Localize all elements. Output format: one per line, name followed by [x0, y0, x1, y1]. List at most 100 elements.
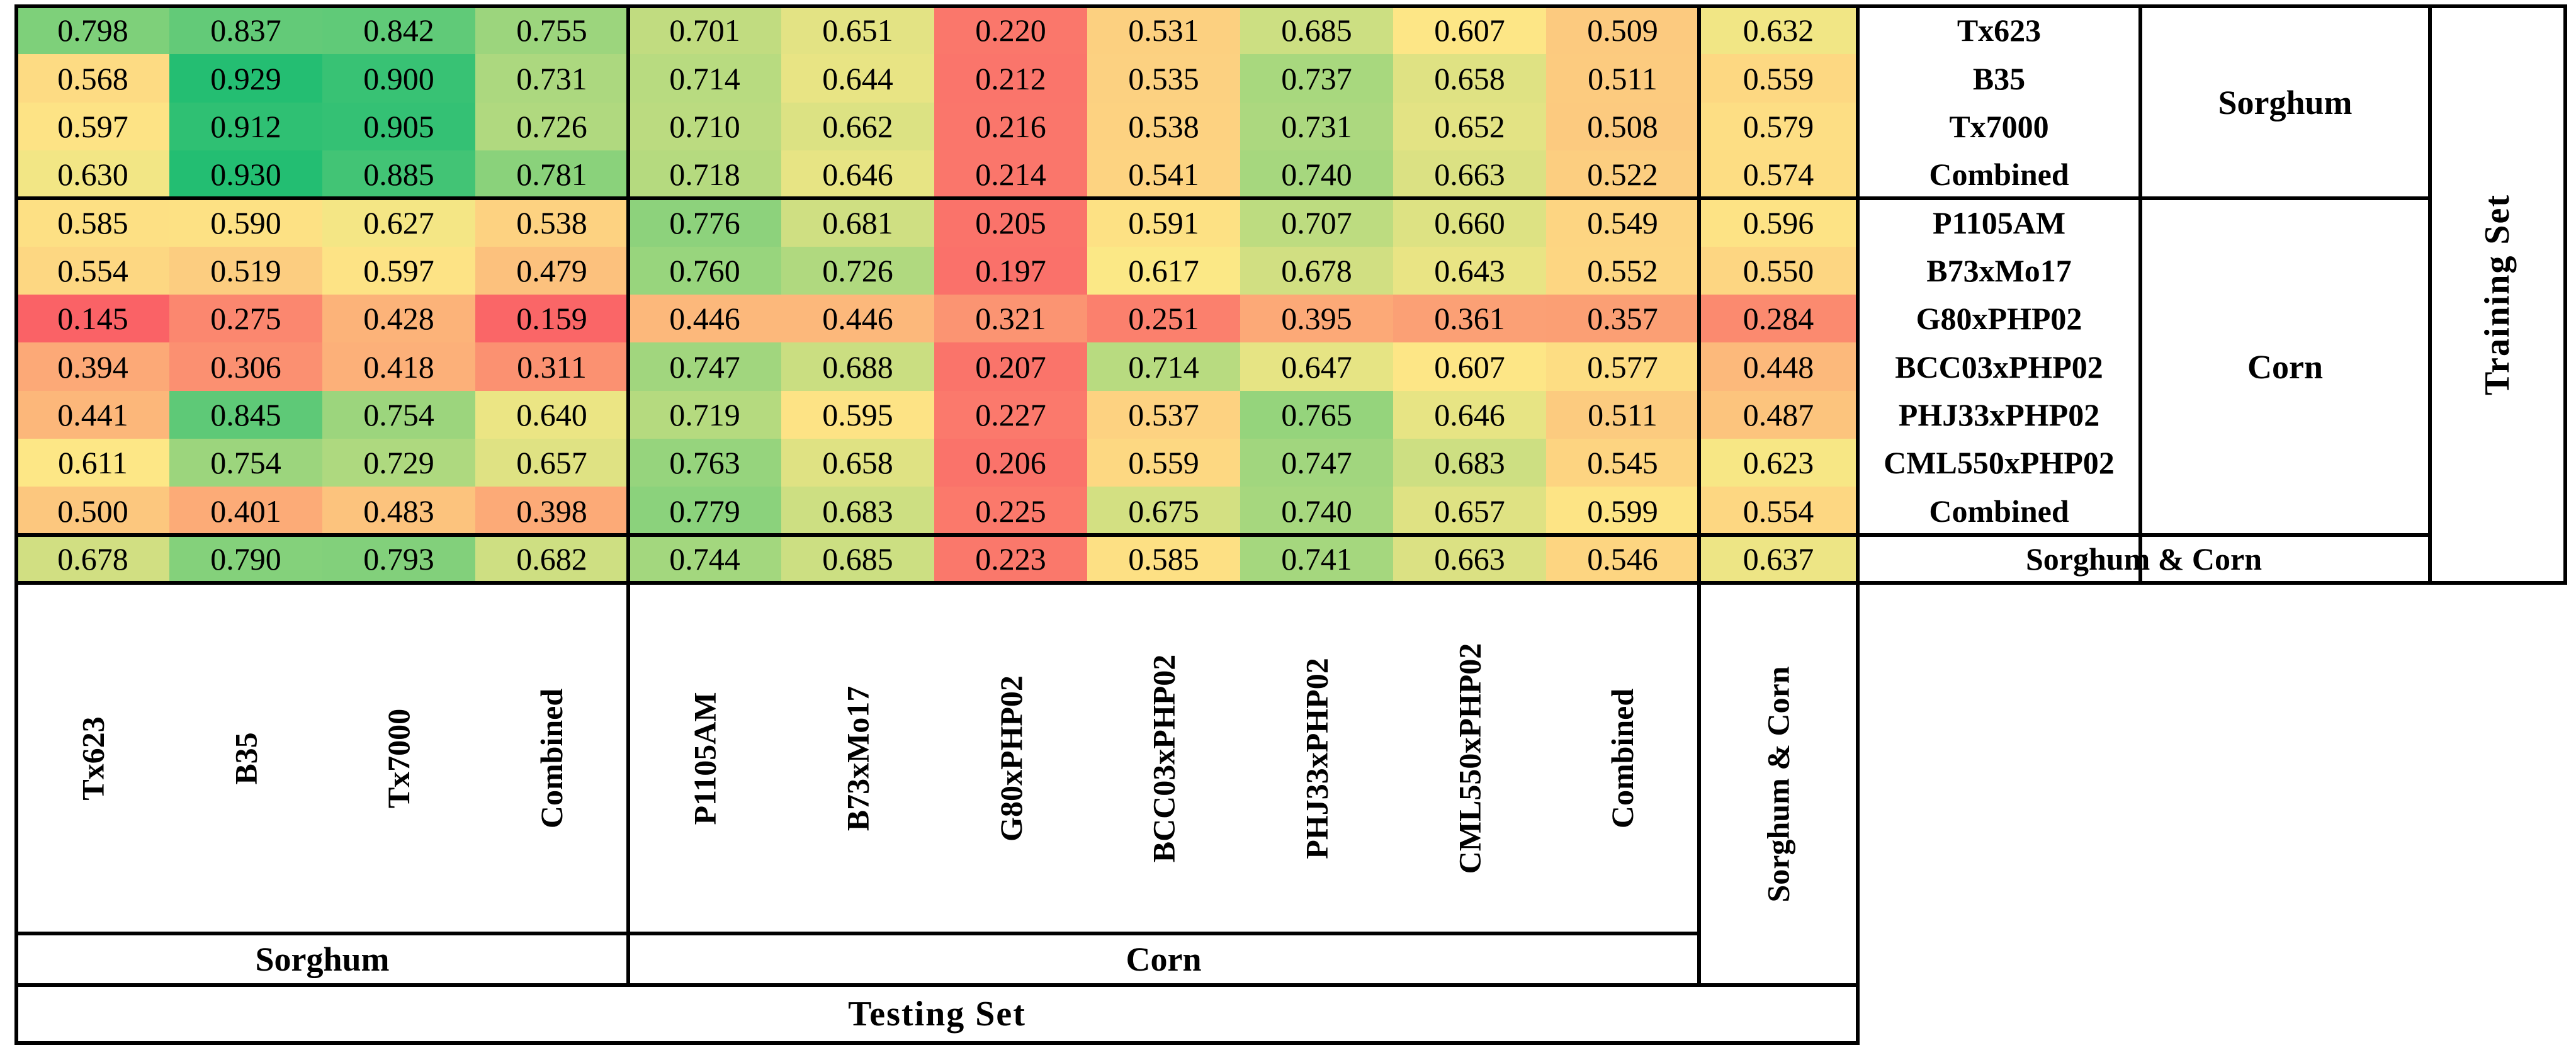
heatmap-cell: 0.678 — [1240, 247, 1393, 295]
training-set-axis-text: Training Set — [2478, 193, 2517, 396]
heatmap-cell: 0.647 — [1240, 342, 1393, 391]
column-label-text: Combined — [1605, 688, 1641, 828]
heatmap-cell: 0.596 — [1699, 198, 1858, 247]
heatmap-cell: 0.546 — [1546, 535, 1699, 583]
row-label-sorghum-and-corn: Sorghum & Corn — [1858, 535, 2430, 583]
grid-line — [1856, 4, 1860, 1045]
heatmap-cell: 0.630 — [16, 150, 169, 198]
heatmap-cell: 0.845 — [169, 391, 322, 439]
heatmap-cell: 0.646 — [781, 150, 934, 198]
heatmap-cell: 0.311 — [475, 342, 628, 391]
heatmap-cell: 0.607 — [1393, 6, 1546, 54]
heatmap-cell: 0.929 — [169, 54, 322, 103]
heatmap-cell: 0.554 — [16, 247, 169, 295]
heatmap-cell: 0.537 — [1087, 391, 1240, 439]
heatmap-cell: 0.912 — [169, 103, 322, 150]
column-label-text: PHJ33xPHP02 — [1299, 657, 1335, 859]
heatmap-cell: 0.755 — [475, 6, 628, 54]
heatmap-cell: 0.448 — [1699, 342, 1858, 391]
heatmap-cell: 0.776 — [628, 198, 781, 247]
heatmap-cell: 0.519 — [169, 247, 322, 295]
heatmap-cell: 0.685 — [781, 535, 934, 583]
heatmap-cell: 0.731 — [1240, 103, 1393, 150]
heatmap-cell: 0.682 — [475, 535, 628, 583]
heatmap-cell: 0.549 — [1546, 198, 1699, 247]
heatmap-cell: 0.441 — [16, 391, 169, 439]
heatmap-cell: 0.740 — [1240, 487, 1393, 535]
heatmap-cell: 0.741 — [1240, 535, 1393, 583]
heatmap-cell: 0.568 — [16, 54, 169, 103]
heatmap-cell: 0.225 — [934, 487, 1087, 535]
heatmap-cell: 0.428 — [322, 295, 475, 342]
heatmap-cell: 0.660 — [1393, 198, 1546, 247]
grid-line — [2563, 4, 2567, 585]
column-label: Combined — [1546, 583, 1699, 933]
heatmap-cell: 0.591 — [1087, 198, 1240, 247]
heatmap-cell: 0.640 — [475, 391, 628, 439]
row-label: CML550xPHP02 — [1858, 439, 2140, 487]
heatmap-cell: 0.508 — [1546, 103, 1699, 150]
heatmap-cell: 0.197 — [934, 247, 1087, 295]
heatmap-cell: 0.798 — [16, 6, 169, 54]
training-set-axis-label: Training Set — [2430, 6, 2565, 583]
grid-line — [14, 932, 1701, 935]
heatmap-cell: 0.401 — [169, 487, 322, 535]
heatmap-cell: 0.541 — [1087, 150, 1240, 198]
row-group-label: Corn — [2140, 198, 2430, 535]
heatmap-cell: 0.227 — [934, 391, 1087, 439]
heatmap-cell: 0.509 — [1546, 6, 1699, 54]
heatmap-cell: 0.483 — [322, 487, 475, 535]
heatmap-cell: 0.511 — [1546, 391, 1699, 439]
grid-line — [14, 1041, 1860, 1045]
heatmap-cell: 0.559 — [1699, 54, 1858, 103]
heatmap-cell: 0.522 — [1546, 150, 1699, 198]
heatmap-cell: 0.206 — [934, 439, 1087, 487]
heatmap-cell: 0.538 — [475, 198, 628, 247]
heatmap-cell: 0.651 — [781, 6, 934, 54]
column-label: P1105AM — [628, 583, 781, 933]
column-label-text: P1105AM — [687, 691, 723, 825]
heatmap-cell: 0.701 — [628, 6, 781, 54]
grid-line — [14, 4, 18, 1045]
heatmap-cell: 0.627 — [322, 198, 475, 247]
testing-set-axis-text: Testing Set — [848, 995, 1026, 1034]
column-label: Tx623 — [16, 583, 169, 933]
heatmap-cell: 0.214 — [934, 150, 1087, 198]
heatmap-cell: 0.577 — [1546, 342, 1699, 391]
heatmap-cell: 0.729 — [322, 439, 475, 487]
heatmap-cell: 0.637 — [1699, 535, 1858, 583]
heatmap-cell: 0.361 — [1393, 295, 1546, 342]
heatmap-cell: 0.885 — [322, 150, 475, 198]
heatmap-cell: 0.599 — [1546, 487, 1699, 535]
column-group-label: Sorghum — [16, 933, 628, 985]
heatmap-cell: 0.579 — [1699, 103, 1858, 150]
heatmap-cell: 0.790 — [169, 535, 322, 583]
heatmap-cell: 0.657 — [475, 439, 628, 487]
testing-set-axis-label: Testing Set — [16, 985, 1858, 1043]
heatmap-cell: 0.663 — [1393, 150, 1546, 198]
heatmap-cell: 0.737 — [1240, 54, 1393, 103]
grid-line — [2138, 4, 2142, 585]
heatmap-cell: 0.763 — [628, 439, 781, 487]
heatmap-cell: 0.595 — [781, 391, 934, 439]
row-label: P1105AM — [1858, 198, 2140, 247]
column-label-sorghum-and-corn: Sorghum & Corn — [1699, 583, 1858, 985]
heatmap-cell: 0.644 — [781, 54, 934, 103]
heatmap-cell: 0.707 — [1240, 198, 1393, 247]
column-label: Combined — [475, 583, 628, 933]
heatmap-cell: 0.681 — [781, 198, 934, 247]
heatmap-cell: 0.321 — [934, 295, 1087, 342]
heatmap-cell: 0.398 — [475, 487, 628, 535]
heatmap-cell: 0.726 — [475, 103, 628, 150]
column-label-text: BCC03xPHP02 — [1146, 654, 1182, 862]
row-label: PHJ33xPHP02 — [1858, 391, 2140, 439]
heatmap-cell: 0.597 — [322, 247, 475, 295]
column-label: PHJ33xPHP02 — [1240, 583, 1393, 933]
heatmap-cell: 0.531 — [1087, 6, 1240, 54]
heatmap-cell: 0.446 — [781, 295, 934, 342]
heatmap-cell: 0.837 — [169, 6, 322, 54]
grid-line — [1697, 4, 1701, 987]
row-label: Combined — [1858, 487, 2140, 535]
column-label-sorghum-and-corn-text: Sorghum & Corn — [1761, 665, 1796, 903]
